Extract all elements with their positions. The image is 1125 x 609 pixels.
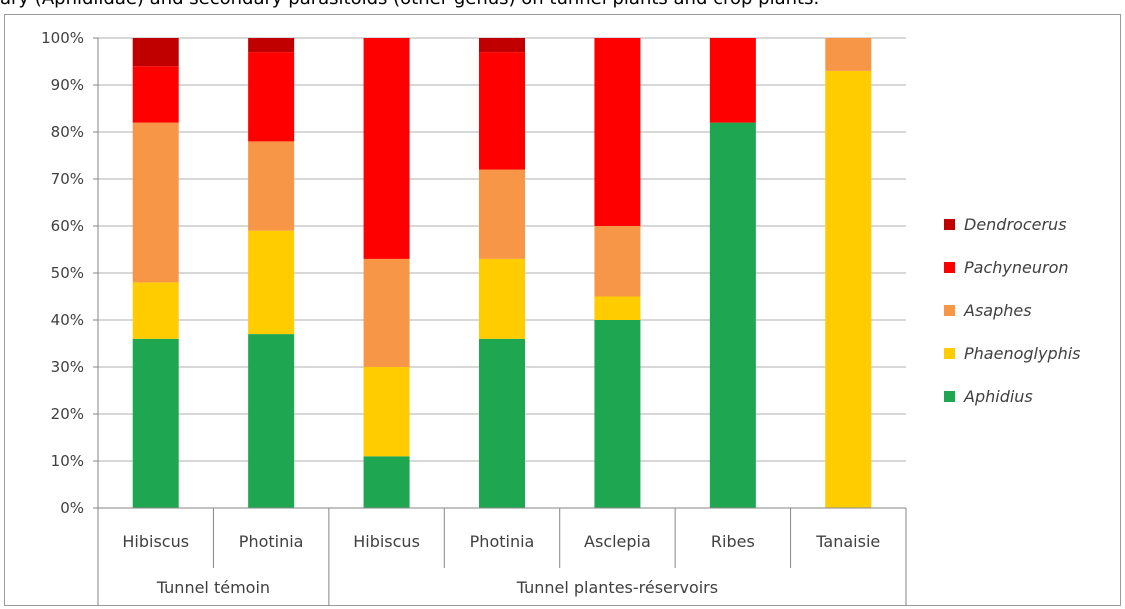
- y-tick-label: 100%: [41, 29, 84, 47]
- bar-segment-pachyneuron-2: [248, 52, 295, 142]
- bar-segment-aphidius-1: [132, 338, 179, 508]
- y-tick-label: 60%: [51, 217, 84, 235]
- bar-segment-phaenoglyphis-4: [479, 258, 525, 339]
- x-category-label: Hibiscus: [353, 532, 420, 551]
- y-tick-label: 70%: [51, 170, 84, 188]
- chart-area-border: [4, 14, 1121, 606]
- bar-segment-asaphes-3: [363, 258, 410, 367]
- figure-caption: ary (Aphidiidae) and secondary parasitoi…: [0, 0, 1125, 14]
- bar-segment-pachyneuron-4: [479, 52, 525, 170]
- bar-segment-asaphes-5: [594, 226, 641, 297]
- bar-segment-aphidius-2: [248, 334, 295, 508]
- legend-label: Dendrocerus: [964, 215, 1067, 234]
- bar-segment-aphidius-6: [709, 122, 756, 508]
- legend-swatch: [944, 262, 955, 273]
- y-tick-label: 40%: [51, 311, 84, 329]
- bar-segment-pachyneuron-6: [709, 38, 756, 123]
- bar-segment-asaphes-2: [248, 141, 295, 231]
- legend-swatch: [944, 348, 955, 359]
- legend-label: Phaenoglyphis: [964, 344, 1081, 363]
- bar-segment-asaphes-4: [479, 169, 525, 259]
- bar-segment-phaenoglyphis-1: [132, 282, 179, 339]
- legend: Dendrocerus Pachyneuron Asaphes Phaenoglyph…: [944, 215, 1081, 406]
- legend-label: Pachyneuron: [964, 258, 1069, 277]
- x-category-label: Hibiscus: [122, 532, 189, 551]
- x-category-label: Tanaisie: [815, 532, 880, 551]
- bar-segment-dendrocerus-2: [248, 38, 295, 53]
- bar-segment-aphidius-3: [363, 456, 410, 508]
- y-tick-label: 80%: [51, 123, 84, 141]
- y-tick-label: 20%: [51, 405, 84, 423]
- bar-segment-asaphes-1: [132, 122, 179, 283]
- bar-segment-aphidius-4: [479, 338, 525, 508]
- x-category-label: Photinia: [470, 532, 535, 551]
- legend-label: Asaphes: [963, 301, 1032, 320]
- bar-segment-aphidius-5: [594, 320, 641, 508]
- x-group-label: Tunnel témoin: [156, 578, 270, 597]
- bar-segment-dendrocerus-4: [479, 38, 525, 53]
- bars: [132, 38, 872, 509]
- legend-swatch: [944, 219, 955, 230]
- x-category-label: Ribes: [711, 532, 755, 551]
- y-tick-label: 30%: [51, 358, 84, 376]
- bar-segment-asaphes-7: [825, 38, 872, 71]
- x-group-label: Tunnel plantes-réservoirs: [516, 578, 718, 597]
- bar-segment-pachyneuron-1: [132, 66, 179, 123]
- bar-segment-pachyneuron-5: [594, 38, 641, 226]
- legend-swatch: [944, 391, 955, 402]
- x-category-label: Asclepia: [584, 532, 651, 551]
- bar-segment-pachyneuron-3: [363, 38, 410, 259]
- axes: 0% 10% 20% 30% 40% 50% 60% 70% 80% 90% 100% Hibiscu…: [41, 29, 907, 606]
- x-category-label: Photinia: [239, 532, 304, 551]
- bar-segment-phaenoglyphis-5: [594, 296, 641, 320]
- y-tick-label: 50%: [51, 264, 84, 282]
- y-tick-label: 90%: [51, 76, 84, 94]
- legend-label: Aphidius: [963, 387, 1033, 406]
- legend-swatch: [944, 305, 955, 316]
- bar-segment-phaenoglyphis-7: [825, 70, 872, 509]
- bar-segment-phaenoglyphis-3: [363, 367, 410, 457]
- y-tick-label: 0%: [60, 499, 84, 517]
- bar-segment-dendrocerus-1: [132, 38, 179, 67]
- bar-segment-phaenoglyphis-2: [248, 230, 295, 335]
- y-tick-label: 10%: [51, 452, 84, 470]
